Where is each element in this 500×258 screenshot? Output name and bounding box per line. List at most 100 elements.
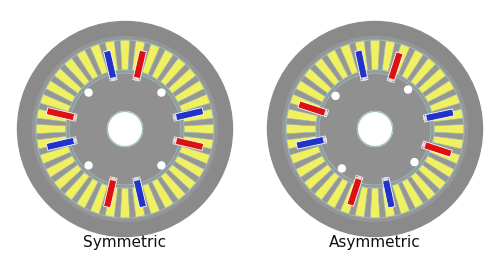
Wedge shape — [72, 144, 110, 183]
Circle shape — [321, 75, 429, 183]
Wedge shape — [432, 136, 464, 149]
Wedge shape — [182, 109, 214, 122]
Wedge shape — [54, 68, 82, 93]
Wedge shape — [314, 172, 340, 200]
Wedge shape — [286, 124, 316, 134]
Polygon shape — [133, 177, 140, 182]
Wedge shape — [36, 136, 68, 149]
Circle shape — [404, 86, 411, 93]
Wedge shape — [410, 58, 436, 86]
Wedge shape — [54, 165, 82, 190]
Circle shape — [268, 21, 482, 237]
Polygon shape — [423, 114, 428, 122]
Polygon shape — [133, 76, 140, 81]
Wedge shape — [314, 58, 340, 86]
Polygon shape — [347, 175, 363, 206]
Polygon shape — [360, 76, 368, 81]
Wedge shape — [152, 179, 174, 208]
Wedge shape — [370, 40, 380, 70]
Wedge shape — [402, 50, 423, 79]
Circle shape — [85, 89, 92, 96]
Wedge shape — [424, 80, 454, 102]
Circle shape — [358, 111, 392, 147]
Wedge shape — [424, 156, 454, 178]
Wedge shape — [142, 44, 160, 75]
Wedge shape — [430, 146, 460, 164]
Wedge shape — [132, 41, 145, 71]
Wedge shape — [392, 183, 410, 214]
Polygon shape — [322, 136, 327, 144]
Polygon shape — [298, 101, 328, 117]
Wedge shape — [36, 124, 66, 134]
Polygon shape — [422, 142, 426, 149]
Wedge shape — [326, 50, 348, 79]
Wedge shape — [40, 94, 70, 112]
Polygon shape — [387, 52, 403, 83]
Wedge shape — [76, 50, 98, 79]
Wedge shape — [386, 74, 427, 110]
Polygon shape — [72, 113, 77, 121]
Circle shape — [32, 36, 218, 222]
Wedge shape — [140, 75, 178, 114]
Polygon shape — [388, 77, 395, 83]
Text: Symmetric: Symmetric — [84, 235, 166, 250]
Wedge shape — [46, 80, 76, 102]
Polygon shape — [110, 177, 117, 182]
Polygon shape — [72, 137, 77, 145]
Wedge shape — [418, 68, 446, 93]
Circle shape — [85, 162, 92, 169]
Wedge shape — [182, 136, 214, 149]
Wedge shape — [323, 148, 364, 184]
Polygon shape — [173, 137, 178, 145]
Wedge shape — [90, 44, 108, 75]
Circle shape — [18, 21, 233, 237]
Wedge shape — [296, 156, 326, 178]
Wedge shape — [432, 109, 464, 122]
Polygon shape — [133, 50, 146, 81]
Polygon shape — [296, 136, 327, 149]
Wedge shape — [64, 58, 90, 86]
Wedge shape — [184, 124, 214, 134]
Wedge shape — [40, 146, 70, 164]
Polygon shape — [46, 137, 77, 150]
Circle shape — [71, 75, 179, 183]
Wedge shape — [174, 80, 204, 102]
Wedge shape — [304, 68, 332, 93]
Wedge shape — [105, 41, 118, 71]
Wedge shape — [120, 188, 130, 218]
Wedge shape — [320, 77, 356, 118]
Wedge shape — [370, 188, 380, 218]
Wedge shape — [394, 140, 430, 181]
Wedge shape — [382, 187, 395, 217]
Wedge shape — [430, 94, 460, 112]
Wedge shape — [64, 172, 90, 200]
Polygon shape — [355, 50, 368, 81]
Polygon shape — [104, 177, 117, 208]
Wedge shape — [90, 183, 108, 214]
Wedge shape — [418, 165, 446, 190]
Text: Asymmetric: Asymmetric — [329, 235, 421, 250]
Wedge shape — [326, 179, 348, 208]
Wedge shape — [105, 187, 118, 217]
Polygon shape — [173, 113, 178, 121]
Wedge shape — [286, 109, 318, 122]
Wedge shape — [355, 41, 368, 71]
Wedge shape — [402, 179, 423, 208]
Circle shape — [338, 165, 345, 172]
Polygon shape — [324, 109, 328, 116]
Wedge shape — [46, 156, 76, 178]
Wedge shape — [168, 165, 196, 190]
Wedge shape — [290, 94, 320, 112]
Wedge shape — [120, 40, 130, 70]
Wedge shape — [168, 68, 196, 93]
Polygon shape — [104, 50, 117, 81]
Polygon shape — [46, 108, 77, 121]
Wedge shape — [174, 156, 204, 178]
Polygon shape — [173, 108, 204, 121]
Wedge shape — [290, 146, 320, 164]
Wedge shape — [72, 75, 110, 114]
Circle shape — [158, 89, 165, 96]
Polygon shape — [423, 109, 454, 122]
Wedge shape — [355, 187, 368, 217]
Wedge shape — [160, 58, 186, 86]
